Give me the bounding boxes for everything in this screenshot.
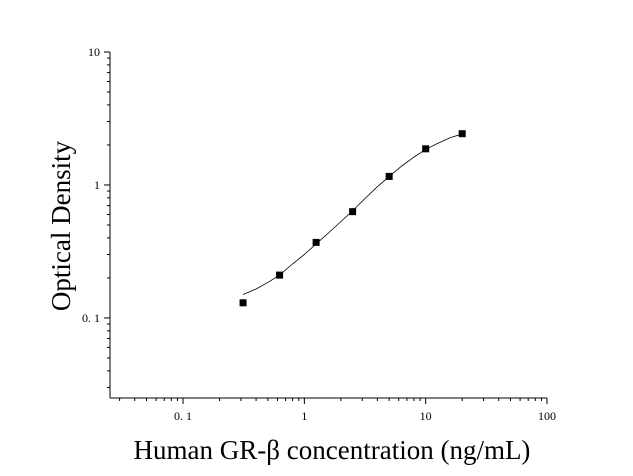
data-point bbox=[239, 299, 247, 307]
x-ticks: 0. 1 1 10 100 bbox=[119, 398, 556, 423]
data-point bbox=[312, 238, 320, 246]
data-point bbox=[276, 271, 284, 279]
x-tick-label: 0. 1 bbox=[174, 409, 192, 423]
x-tick-label: 1 bbox=[301, 409, 307, 423]
data-point bbox=[458, 130, 466, 138]
y-tick-label: 0. 1 bbox=[82, 311, 100, 325]
x-tick-label: 100 bbox=[538, 409, 556, 423]
x-axis-title: Human GR-β concentration (ng/mL) bbox=[134, 435, 531, 465]
y-ticks: 0. 1 1 10 bbox=[82, 45, 110, 388]
axes bbox=[109, 52, 547, 399]
data-point bbox=[422, 145, 430, 153]
y-axis-title: Optical Density bbox=[46, 140, 76, 311]
y-tick-label: 10 bbox=[88, 45, 100, 59]
x-tick-label: 10 bbox=[420, 409, 432, 423]
data-point bbox=[349, 208, 357, 216]
data-point bbox=[385, 172, 393, 180]
y-tick-label: 1 bbox=[94, 178, 100, 192]
data-points bbox=[239, 130, 466, 307]
